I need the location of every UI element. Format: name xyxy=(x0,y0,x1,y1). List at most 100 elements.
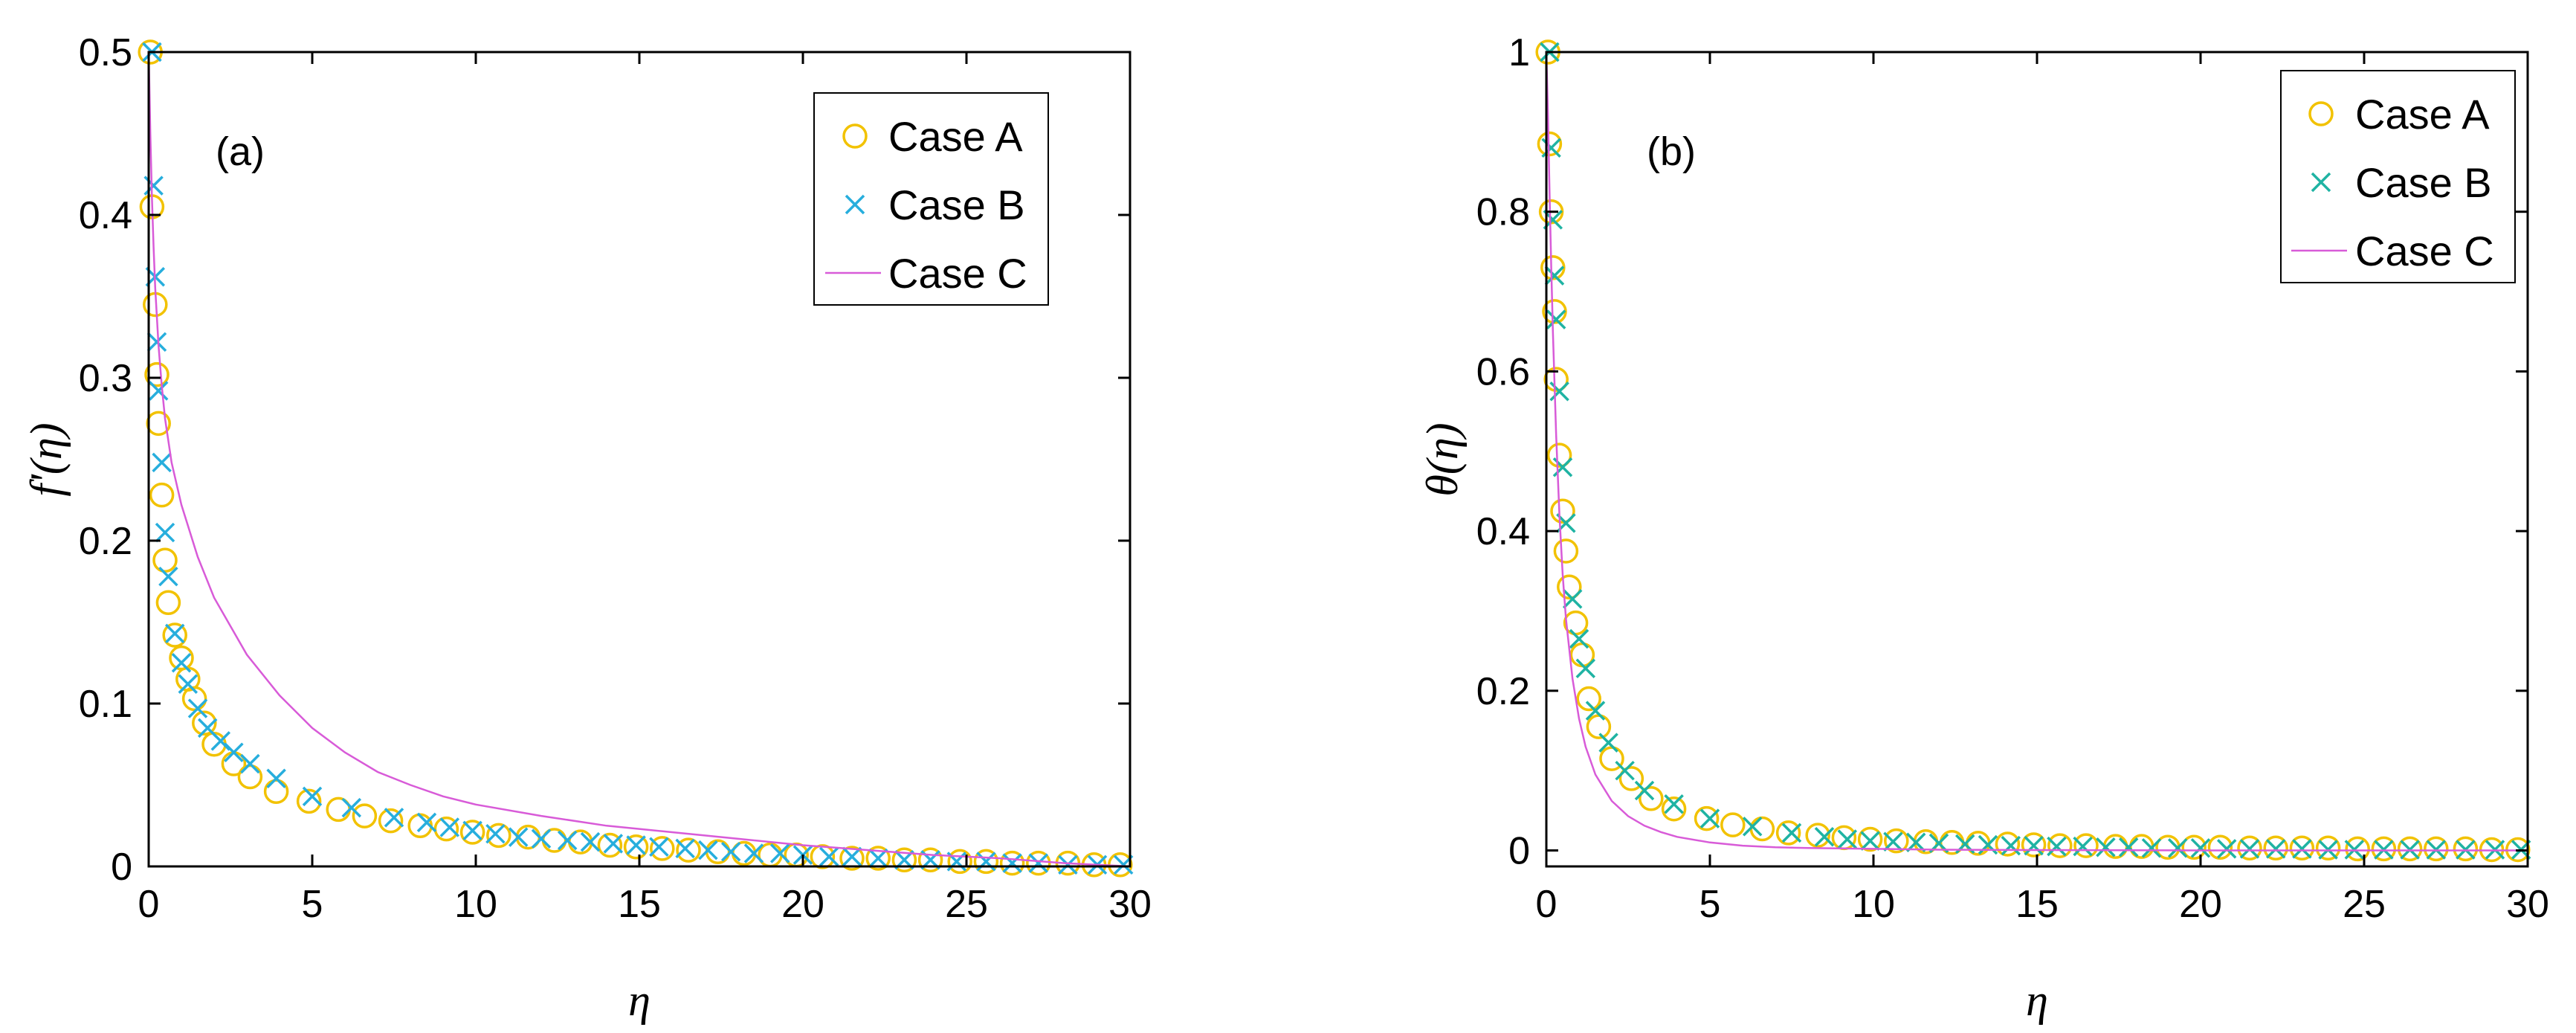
panel-a-series-case-b-point-stroke-2 xyxy=(178,674,198,694)
panel-a-series-case-a-point xyxy=(486,823,511,849)
panel-b-series-case-a-point xyxy=(1576,686,1601,712)
panel-b-series-case-b-point xyxy=(2024,835,2044,856)
panel-b-series-case-a-point xyxy=(2345,836,2370,862)
panel-a-series-case-b-point-stroke-2 xyxy=(240,753,260,774)
panel-a-series-case-b-point-stroke-2 xyxy=(557,830,578,851)
panel-b-series-case-b-point-stroke-2 xyxy=(2292,839,2312,859)
panel-b-series-case-b-point xyxy=(1664,794,1684,814)
panel-a-series-case-b-point xyxy=(416,812,437,833)
panel-b-series-case-b-point-stroke-2 xyxy=(1615,760,1635,781)
panel-b-series-case-b-point xyxy=(1598,733,1618,753)
panel-a-series-case-a-point xyxy=(152,547,178,573)
panel-a-series-case-b-point xyxy=(698,840,718,860)
panel-a-x-tick-label: 10 xyxy=(454,883,497,926)
panel-a-legend-label-case-a: Case A xyxy=(888,113,1023,160)
panel-a-series-case-b-point xyxy=(868,848,888,869)
panel-a-series-case-b-point xyxy=(743,843,764,863)
panel-b: 0 5 10 15 20 25 30 0 0.2 0.4 0.6 0.8 1 (b) η θ(η) Ca… xyxy=(1418,31,2549,1025)
panel-b-x-tick-label: 25 xyxy=(2343,883,2386,926)
panel-b-series-case-a-point xyxy=(1857,826,1883,852)
panel-a-series-case-a-point xyxy=(201,732,227,757)
panel-a-series-case-b-point xyxy=(171,653,192,673)
panel-b-ticks: 0 5 10 15 20 25 30 0 0.2 0.4 0.6 0.8 1 xyxy=(1476,31,2549,926)
panel-a-series-case-b-point xyxy=(976,852,996,872)
panel-a-series-case-b-point xyxy=(1028,853,1049,873)
panel-b-series-case-b-point xyxy=(2001,835,2021,856)
panel-a-series-case-b-point xyxy=(1002,853,1022,873)
panel-a-legend-label-case-b: Case B xyxy=(888,181,1025,228)
panel-b-x-tick-label: 15 xyxy=(2015,883,2059,926)
panel-a-legend-label-case-c: Case C xyxy=(888,250,1027,297)
panel-b-legend-symbol-case-a xyxy=(2308,101,2334,126)
panel-b-series-case-b-point-stroke-2 xyxy=(1860,831,1880,851)
panel-b-series-case-a-point xyxy=(1720,812,1746,837)
panel-a-series-case-b-point-stroke-2 xyxy=(171,653,192,673)
panel-a-series-case-b-point xyxy=(580,831,601,852)
panel-a-legend-marker xyxy=(842,123,868,149)
panel-b-series-case-b-point xyxy=(1634,780,1655,801)
panel-b-series-case-a-point xyxy=(1550,498,1575,524)
panel-b-series-case-b-point-stroke-2 xyxy=(1781,823,1802,843)
panel-b-series-case-b-point-stroke-2 xyxy=(2024,835,2044,856)
panel-a-series-case-c-line xyxy=(147,51,1131,868)
panel-a-series-case-b-point xyxy=(146,332,167,353)
panel-b-series-case-b-point xyxy=(2096,837,2116,857)
panel-b-series-case-b-point-stroke-2 xyxy=(2001,835,2021,856)
panel-b-x-tick-label: 10 xyxy=(1852,883,1895,926)
panel-b-series-case-b-point xyxy=(1860,831,1880,851)
panel-b-legend: Case A Case B Case C xyxy=(2280,70,2516,283)
panel-a-series-case-b xyxy=(142,42,1134,875)
panel-b-series-case-a-point xyxy=(2453,836,2479,862)
panel-b-series-case-b-point xyxy=(1546,309,1566,329)
panel-b-legend-marker xyxy=(2308,101,2334,126)
panel-a-series-case-b-point xyxy=(1058,855,1078,875)
panel-a-series-case-a-point xyxy=(676,837,701,863)
panel-a-x-axis-label: η xyxy=(628,976,651,1025)
panel-a-series-case-a-point xyxy=(650,836,675,861)
panel-a-series-case-a-point xyxy=(155,590,181,615)
panel-b-series-case-b-point xyxy=(1544,266,1565,286)
panel-b-x-tick-label: 20 xyxy=(2179,883,2222,926)
panel-a-x-tick-label: 5 xyxy=(302,883,323,926)
panel-a-series-case-b-point xyxy=(626,835,646,855)
panel-b-series-case-b-point xyxy=(1549,382,1569,402)
panel-a-series-case-a-point xyxy=(181,686,207,712)
panel-a-legend-box xyxy=(813,92,1049,306)
panel-b-series-case-a-point xyxy=(2315,835,2341,861)
panel-a-series-case-b-point-stroke-2 xyxy=(158,566,178,587)
panel-a-plot-layer xyxy=(138,39,1134,878)
panel-b-series-case-b-point xyxy=(2239,839,2260,859)
panel-a-series-case-b-point-stroke-2 xyxy=(152,452,172,473)
panel-a-series-case-b-point-stroke-2 xyxy=(842,846,862,867)
panel-a-series-case-a-point xyxy=(169,645,194,671)
panel-b-series-case-a-point xyxy=(2263,835,2288,861)
panel-a-series-case-a-point xyxy=(810,844,836,869)
panel-a-series-case-a-point xyxy=(839,846,865,871)
panel-b-series-case-b-point-stroke-2 xyxy=(1883,831,1903,852)
panel-b-y-tick-label: 0.2 xyxy=(1476,670,1530,713)
panel-b-legend-marker-stroke-2 xyxy=(2311,172,2331,193)
panel-b-series-case-b-point-stroke-2 xyxy=(2141,838,2162,858)
panel-a-series-case-a-point xyxy=(162,622,187,648)
panel-a-series-case-b-point xyxy=(485,823,506,844)
panel-a-series-case-b-point-stroke-2 xyxy=(769,843,790,863)
panel-b-legend-marker xyxy=(2311,172,2331,193)
panel-b-series-case-a-point xyxy=(2237,835,2262,861)
panel-a-series-case-b-point-stroke-2 xyxy=(1058,855,1078,875)
panel-b-series-case-b-point-stroke-2 xyxy=(1664,794,1684,814)
panel-b-series-case-b-point-stroke-2 xyxy=(2265,839,2286,859)
panel-b-series-case-b-point-stroke-2 xyxy=(1814,827,1835,847)
panel-b-series-case-b-point-stroke-2 xyxy=(2073,836,2093,857)
panel-b-series-case-b-point xyxy=(1585,701,1606,721)
panel-a-series-case-b-point-stroke-2 xyxy=(210,731,231,751)
panel-a-series-case-b-point xyxy=(557,830,578,851)
panel-b-x-tick-label: 0 xyxy=(1536,883,1557,926)
panel-a-series-case-a-point xyxy=(149,482,175,508)
panel-a-series-case-a-point xyxy=(999,850,1025,876)
panel-a-series-case-b-point xyxy=(178,674,198,694)
panel-a-series-case-b-point-stroke-2 xyxy=(649,837,669,857)
panel-a-x-tick-label: 20 xyxy=(781,883,824,926)
panel-a-series-case-b-point-stroke-2 xyxy=(164,623,185,644)
panel-a-legend: Case A Case B Case C xyxy=(813,92,1049,306)
